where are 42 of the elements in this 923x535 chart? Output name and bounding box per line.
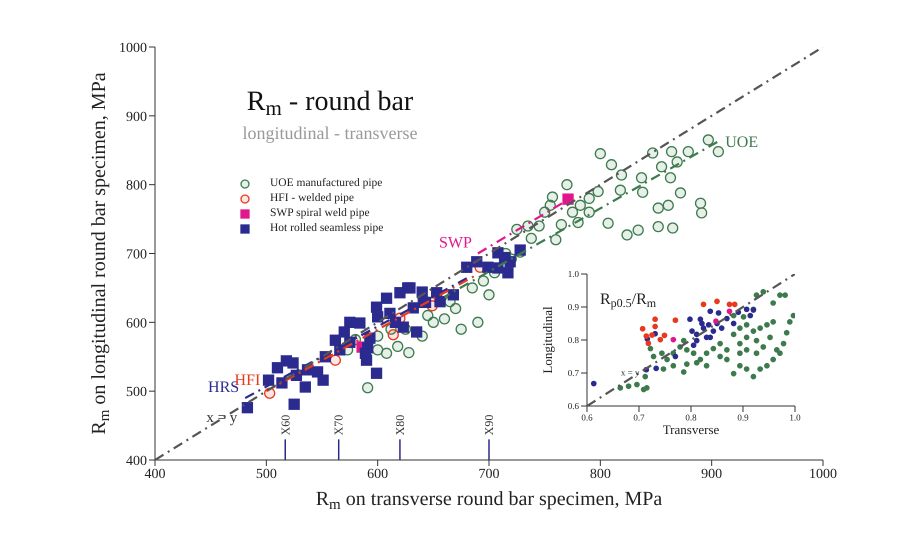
legend-label: UOE manufactured pipe — [270, 176, 382, 191]
x-tick-label: 600 — [367, 466, 388, 482]
text: R$_{m}$ - round bar — [246, 86, 414, 120]
x-tick-label: 1000 — [809, 466, 837, 482]
x-tick-label: 0.6 — [581, 412, 594, 422]
y-tick-label: 800 — [126, 178, 147, 194]
x-tick-label: 900 — [701, 466, 722, 482]
ref-line-label: X90 — [482, 414, 496, 436]
x-tick-label: 0.9 — [737, 412, 750, 422]
x-tick-label: 800 — [590, 466, 611, 482]
legend-label: SWP spiral weld pipe — [270, 206, 370, 221]
x-tick-label: 400 — [144, 466, 166, 482]
y-tick-label: 0.9 — [568, 302, 580, 312]
y-tick-label: 500 — [126, 385, 147, 400]
ref-line-label: X70 — [332, 414, 346, 436]
x-tick-label: 500 — [256, 466, 277, 482]
x-axis-title: Transverse — [662, 422, 720, 437]
y-axis-title: Longitudinal — [540, 306, 555, 374]
series-label: SWP — [438, 234, 472, 252]
x-axis-title: R$_{m}$ on transverse round bar specimen, MPa — [316, 488, 662, 513]
x-tick-label: 0.8 — [685, 412, 698, 422]
x-tick-label: 1.0 — [789, 412, 802, 422]
y-tick-label: 1000 — [119, 40, 147, 56]
y-tick-label: 1.0 — [568, 269, 580, 280]
text: R$_{p0.5}$/R$_{m}$ — [600, 291, 657, 310]
y-tick-label: 400 — [126, 454, 147, 469]
ref-line-label: X80 — [392, 414, 407, 436]
legend-label: Hot rolled seamless pipe — [270, 221, 384, 236]
y-tick-label: 700 — [126, 247, 147, 262]
y-tick-label: 0.7 — [568, 368, 580, 378]
x-tick-label: 0.7 — [633, 412, 646, 422]
text: longitudinal - transverse — [242, 123, 418, 143]
series-label: UOE — [725, 134, 758, 151]
annotation: x = y — [206, 410, 238, 426]
y-tick-label: 0.6 — [568, 401, 580, 412]
x-tick-label: 700 — [478, 466, 500, 482]
annotation: x = y — [620, 367, 640, 378]
y-tick-label: 600 — [126, 316, 147, 332]
legend-label: HFI - welded pipe — [270, 191, 354, 206]
y-tick-label: 0.8 — [568, 335, 580, 346]
ref-line-label: X60 — [278, 414, 292, 436]
y-tick-label: 900 — [126, 110, 147, 125]
